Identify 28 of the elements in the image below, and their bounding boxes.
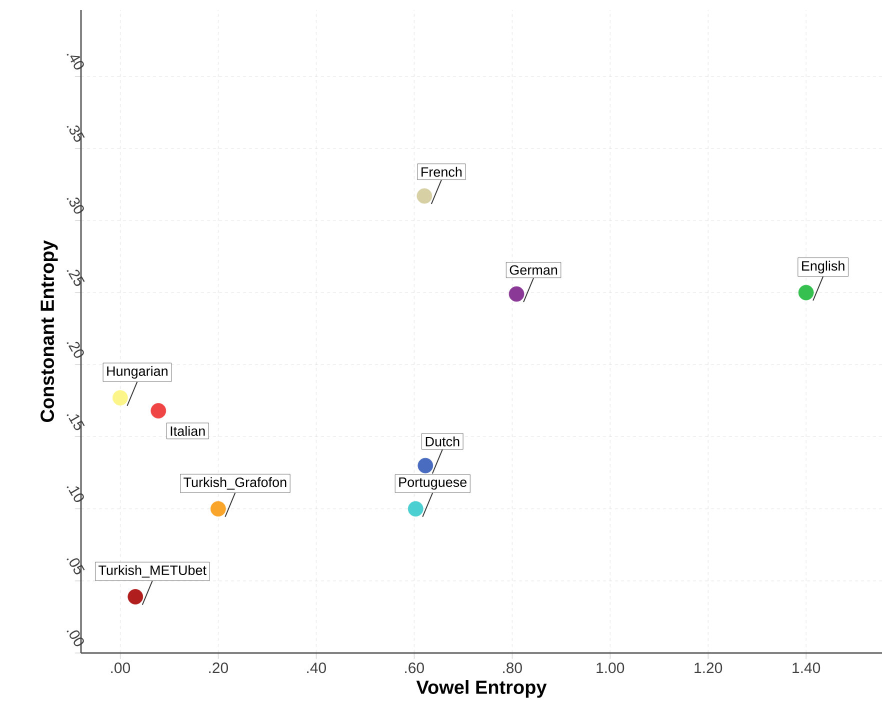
series-label: German bbox=[510, 265, 558, 275]
series-label: Turkish_Grafofon bbox=[184, 477, 286, 490]
series-label: French bbox=[422, 166, 462, 177]
series-label: Italian bbox=[170, 426, 205, 436]
x-tick-label: 1.20 bbox=[694, 662, 722, 674]
x-tick-label: .20 bbox=[209, 662, 228, 674]
x-tick-label: .00 bbox=[111, 662, 130, 674]
series-label: Dutch bbox=[426, 436, 460, 446]
x-tick-label: .40 bbox=[307, 662, 326, 674]
y-tick-label: .05 bbox=[66, 558, 85, 574]
y-tick-label: .35 bbox=[66, 126, 85, 142]
series-label: Turkish_METUbet bbox=[98, 565, 206, 578]
x-tick-label: 1.40 bbox=[792, 662, 820, 674]
y-axis-title: Constonant Entropy bbox=[40, 240, 58, 422]
y-tick-label: .30 bbox=[66, 198, 84, 214]
y-tick-label: .00 bbox=[66, 630, 84, 646]
series-label: English bbox=[802, 260, 844, 274]
y-tick-label: .20 bbox=[66, 342, 84, 358]
x-tick-label: .60 bbox=[405, 662, 424, 674]
x-axis-title: Vowel Entropy bbox=[416, 680, 547, 698]
y-tick-label: .25 bbox=[66, 270, 85, 286]
series-label: Hungarian bbox=[107, 366, 168, 379]
x-tick-label: .80 bbox=[503, 662, 522, 674]
series-label: Portuguese bbox=[399, 478, 467, 490]
y-tick-label: .15 bbox=[66, 414, 85, 430]
y-tick-label: .40 bbox=[66, 54, 84, 70]
y-tick-label: .10 bbox=[66, 486, 84, 502]
x-tick-label: 1.00 bbox=[596, 662, 624, 674]
